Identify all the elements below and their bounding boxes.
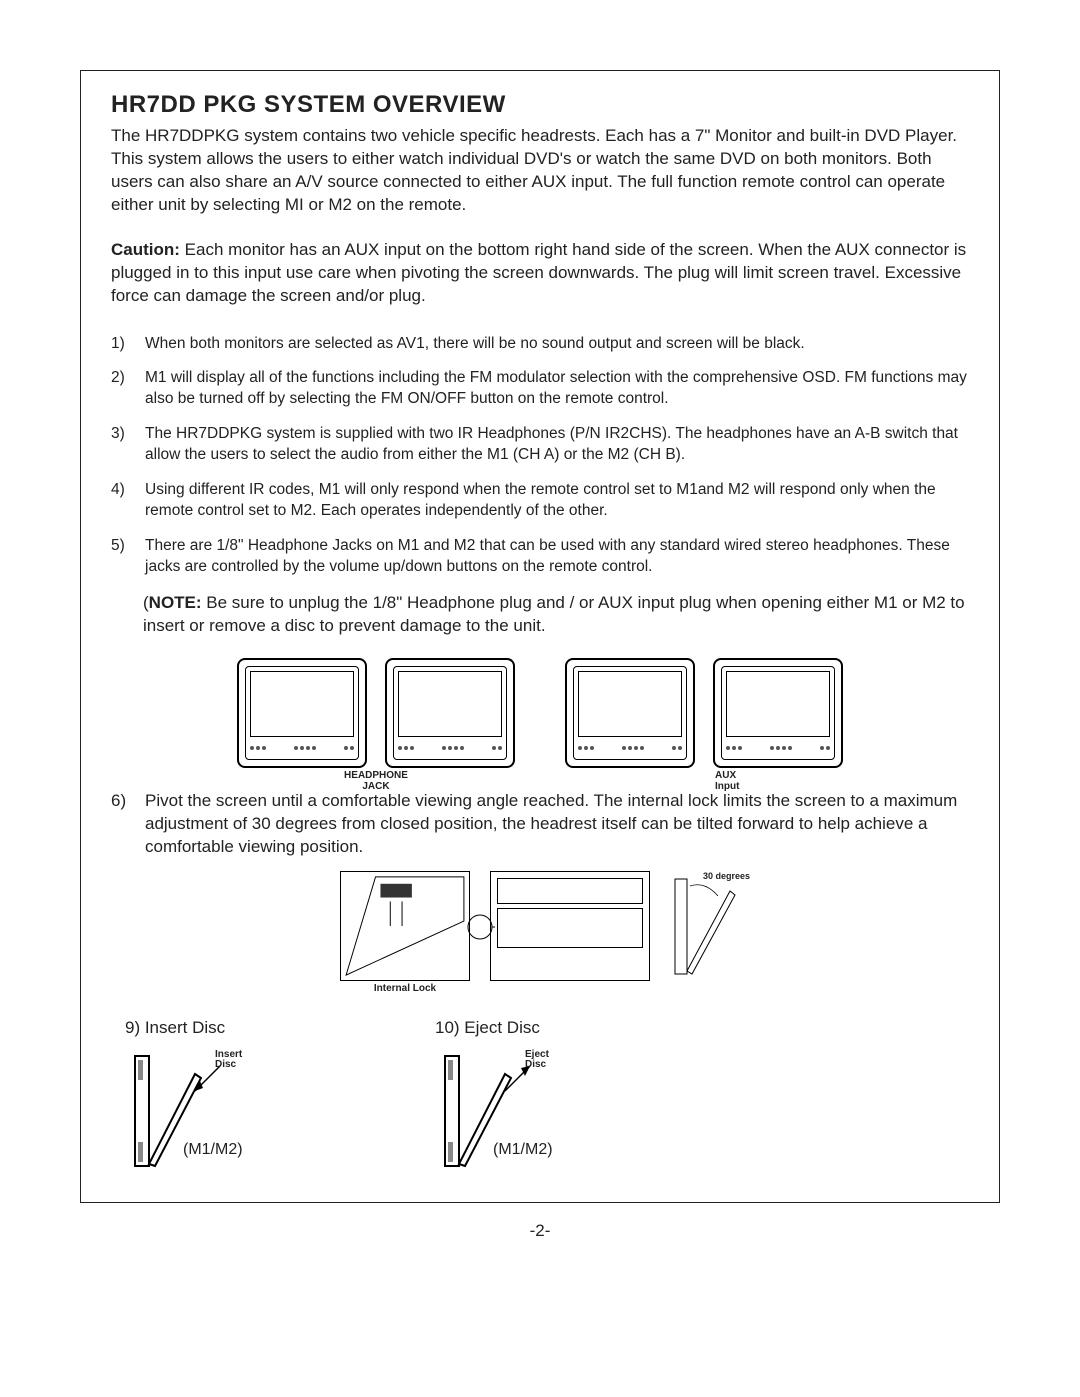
list-text: When both monitors are selected as AV1, …: [145, 334, 805, 355]
list-num: 3): [111, 424, 131, 466]
insert-disc-section: 9) Insert Disc Insert Disc (M1/M2): [125, 1018, 275, 1176]
monitor-icon: [237, 658, 367, 768]
list-item: 3) The HR7DDPKG system is supplied with t…: [111, 424, 969, 466]
item-6: 6) Pivot the screen until a comfortable …: [111, 790, 969, 859]
caution-label: Caution:: [111, 240, 180, 259]
monitor-diagram-row: HEADPHONE JACK AUX Input: [111, 658, 969, 768]
caution-paragraph: Caution: Each monitor has an AUX input o…: [111, 239, 969, 308]
insert-disc-diagram: Insert Disc (M1/M2): [125, 1046, 275, 1176]
note-text: Be sure to unplug the 1/8" Headphone plu…: [143, 593, 965, 635]
internal-lock-icon: [341, 872, 469, 980]
overview-list: 1) When both monitors are selected as AV1…: [111, 334, 969, 578]
monitor-icon: [385, 658, 515, 768]
list-item: 4) Using different IR codes, M1 will only…: [111, 480, 969, 522]
item-6-text: Pivot the screen until a comfortable vie…: [145, 790, 969, 859]
aux-input-label: AUX Input: [715, 770, 775, 792]
list-text: There are 1/8" Headphone Jacks on M1 and…: [145, 536, 969, 578]
lock-arrow-icon: [465, 912, 495, 942]
list-text: M1 will display all of the functions inc…: [145, 368, 969, 410]
eject-disc-diagram: Eject Disc (M1/M2): [435, 1046, 585, 1176]
page-frame: HR7DD PKG SYSTEM OVERVIEW The HR7DDPKG s…: [80, 70, 1000, 1203]
intro-paragraph: The HR7DDPKG system contains two vehicle…: [111, 125, 969, 217]
disc-row: 9) Insert Disc Insert Disc (M1/M2) 10) E…: [125, 1018, 969, 1176]
m1m2-label: (M1/M2): [493, 1141, 553, 1159]
list-item: 2) M1 will display all of the functions i…: [111, 368, 969, 410]
pivot-diagram-row: Internal Lock 30 degrees: [111, 871, 969, 994]
insert-disc-label: Insert Disc: [215, 1050, 242, 1071]
tilt-30deg-diagram: 30 degrees: [670, 871, 740, 981]
page-number: -2-: [80, 1221, 1000, 1241]
item-6-num: 6): [111, 790, 131, 859]
eject-disc-section: 10) Eject Disc Eject Disc (M1/M2): [435, 1018, 585, 1176]
page-title: HR7DD PKG SYSTEM OVERVIEW: [111, 91, 969, 119]
open-unit-diagram: [490, 871, 650, 981]
internal-lock-diagram: Internal Lock: [340, 871, 470, 994]
thirty-degrees-label: 30 degrees: [703, 871, 750, 881]
insert-disc-title: 9) Insert Disc: [125, 1018, 275, 1038]
list-item: 5) There are 1/8" Headphone Jacks on M1 a…: [111, 536, 969, 578]
list-text: Using different IR codes, M1 will only r…: [145, 480, 969, 522]
list-item: 1) When both monitors are selected as AV1…: [111, 334, 969, 355]
list-num: 5): [111, 536, 131, 578]
monitor-icon: [713, 658, 843, 768]
note-label: NOTE:: [149, 593, 202, 612]
list-num: 2): [111, 368, 131, 410]
headphone-jack-label: HEADPHONE JACK: [316, 770, 436, 792]
note-paragraph: (NOTE: Be sure to unplug the 1/8" Headph…: [143, 592, 969, 638]
list-text: The HR7DDPKG system is supplied with two…: [145, 424, 969, 466]
internal-lock-label: Internal Lock: [340, 983, 470, 994]
list-num: 4): [111, 480, 131, 522]
monitor-icon: [565, 658, 695, 768]
m1m2-label: (M1/M2): [183, 1141, 243, 1159]
monitor-pair-headphone: HEADPHONE JACK: [237, 658, 515, 768]
eject-disc-label: Eject Disc: [525, 1050, 549, 1071]
caution-text: Each monitor has an AUX input on the bot…: [111, 240, 966, 305]
monitor-pair-aux: AUX Input: [565, 658, 843, 768]
list-num: 1): [111, 334, 131, 355]
eject-disc-title: 10) Eject Disc: [435, 1018, 585, 1038]
